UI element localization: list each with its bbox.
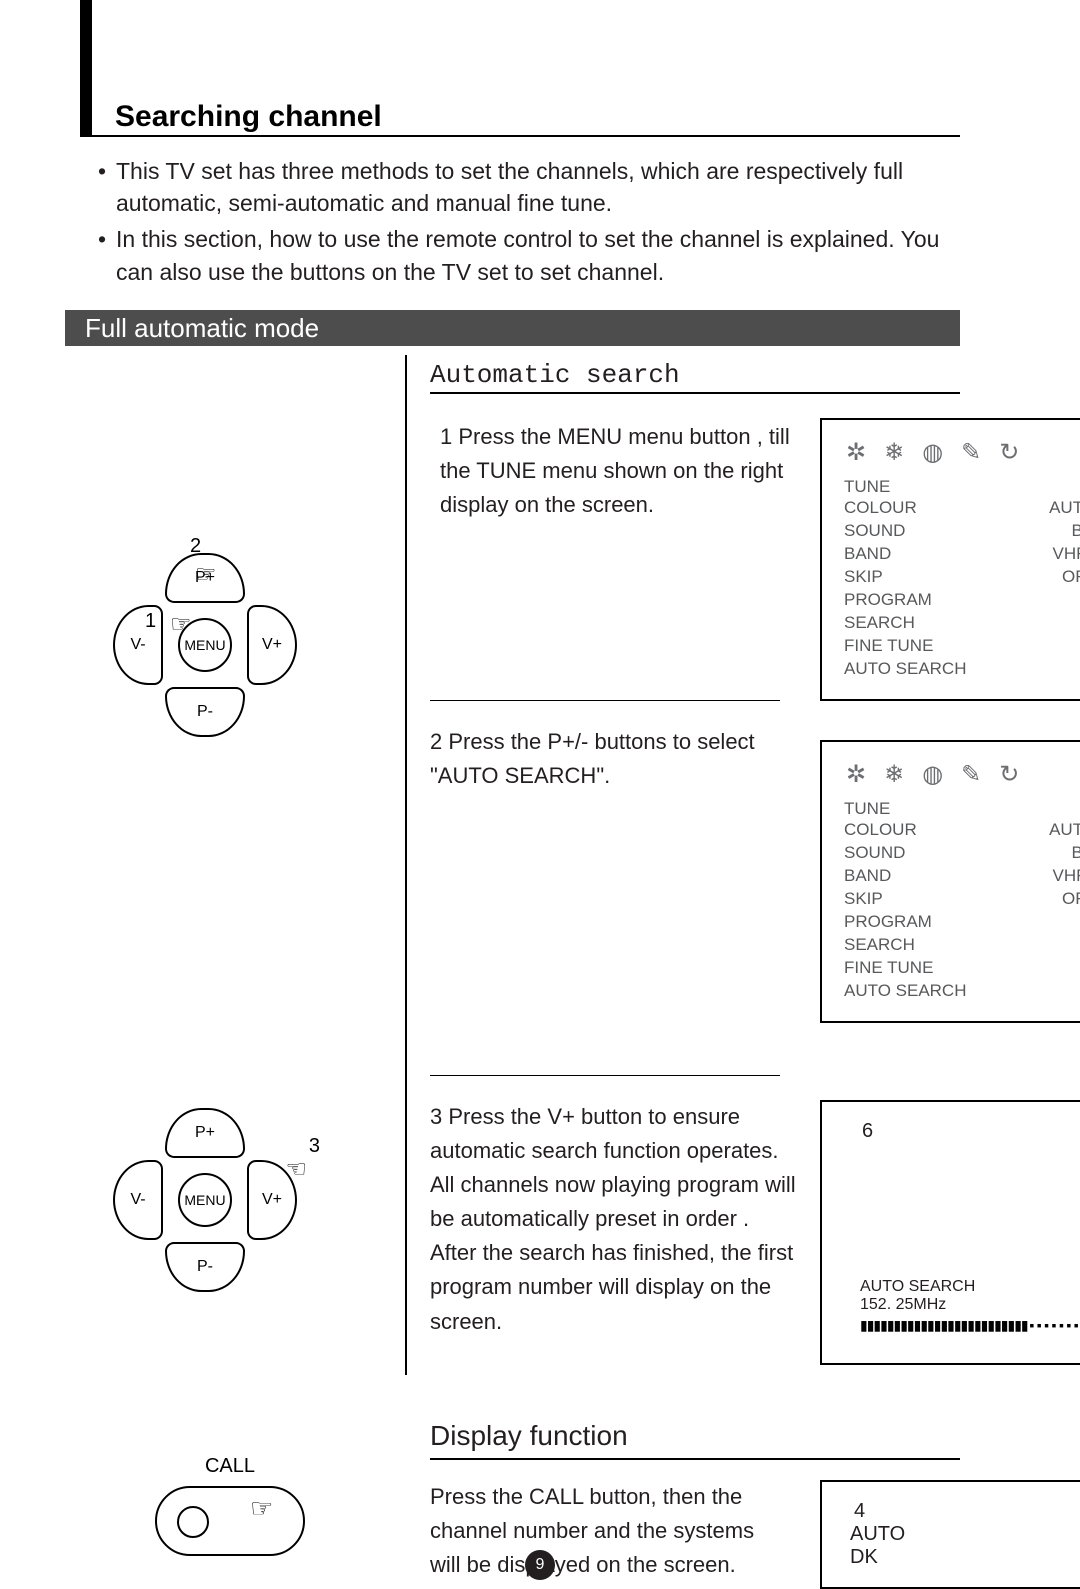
- call-button-body: ☜: [155, 1486, 305, 1556]
- osd-label: BAND: [844, 543, 891, 566]
- step-1-text: 1 Press the MENU menu button , till the …: [440, 420, 800, 522]
- call-button-diagram: CALL ☜: [130, 1455, 330, 1556]
- osd-label: SEARCH: [844, 934, 915, 957]
- remote-menu-button: MENU: [178, 1173, 232, 1227]
- display-function-underline: [430, 1458, 960, 1460]
- bullet-dot: •: [98, 155, 116, 219]
- osd-system-2: DK: [850, 1546, 1080, 1569]
- osd-icon: ✲: [846, 438, 866, 467]
- osd-label: SOUND: [844, 520, 905, 543]
- osd-label: COLOUR: [844, 819, 917, 842]
- osd-channel-number: 4: [854, 1500, 1080, 1523]
- osd-value: VHFL: [1053, 543, 1080, 566]
- osd-frequency: 152. 25MHz: [860, 1296, 1080, 1314]
- osd-label: SOUND: [844, 842, 905, 865]
- remote-p-plus: P+: [165, 1108, 245, 1158]
- heading-vertical-bar: [80, 0, 92, 135]
- remote-diagram-1: P+ P- V- V+ MENU ☜ ☜ 1 2: [115, 555, 295, 735]
- osd-value: AUTO: [1049, 497, 1080, 520]
- remote-v-plus: V+: [247, 605, 297, 685]
- section-bar: Full automatic mode: [65, 310, 960, 346]
- remote-v-minus: V-: [113, 1160, 163, 1240]
- bullet-dot: •: [98, 223, 116, 287]
- osd-icons-row: ✲ ❄ ◍ ✎ ↻: [844, 438, 1080, 467]
- intro-bullet-2: In this section, how to use the remote c…: [116, 223, 948, 287]
- osd-icon: ↻: [999, 760, 1019, 789]
- osd-progress-bar: ▮▮▮▮▮▮▮▮▮▮▮▮▮▮▮▮▮▮▮▮▮▮▮▮▮▪▪▪▪▪▪▪▪▪▪▪▪▪▪▪…: [860, 1318, 1080, 1335]
- osd-label: BAND: [844, 865, 891, 888]
- hand-icon: ☜: [170, 610, 192, 639]
- osd-system-1: AUTO: [850, 1523, 1080, 1546]
- osd-icon: ❄: [884, 760, 904, 789]
- step-3-text: 3 Press the V+ button to ensure automati…: [430, 1100, 800, 1339]
- remote-p-minus: P-: [165, 1242, 245, 1292]
- osd-label: PROGRAM: [844, 911, 932, 934]
- display-function-text: Press the CALL button, then the channel …: [430, 1480, 790, 1582]
- title-underline: [80, 135, 960, 137]
- osd-channel-number: 6: [862, 1120, 1080, 1143]
- osd-label: AUTO SEARCH: [844, 658, 967, 681]
- step-divider-2: [430, 1075, 780, 1076]
- remote-diagram-2: P+ P- V- V+ MENU ☜ 3: [115, 1110, 295, 1290]
- osd-title: TUNE: [844, 477, 1080, 497]
- step-divider-1: [430, 700, 780, 701]
- osd-label: FINE TUNE: [844, 957, 933, 980]
- hand-icon: ☜: [250, 1493, 273, 1524]
- vertical-separator: [405, 355, 407, 1375]
- osd-value: VHFL: [1053, 865, 1080, 888]
- auto-search-underline: [430, 392, 960, 394]
- call-label: CALL: [130, 1455, 330, 1478]
- osd-label: SKIP: [844, 566, 883, 589]
- osd-label: PROGRAM: [844, 589, 932, 612]
- osd-title: TUNE: [844, 799, 1080, 819]
- call-button-inner: [177, 1506, 209, 1538]
- hand-icon: ☜: [285, 1155, 307, 1184]
- intro-bullet-1: This TV set has three methods to set the…: [116, 155, 948, 219]
- osd-value: BG: [1071, 520, 1080, 543]
- osd-icon: ◍: [922, 438, 943, 467]
- step-2-text: 2 Press the P+/- buttons to select "AUTO…: [430, 725, 790, 793]
- osd-icon: ✎: [961, 438, 981, 467]
- step-marker-1: 1: [145, 610, 156, 633]
- hand-icon: ☜: [195, 560, 217, 589]
- osd-icons-row: ✲ ❄ ◍ ✎ ↻: [844, 760, 1080, 789]
- step-marker-3: 3: [309, 1135, 320, 1158]
- osd-display-info: 4 AUTO DK: [820, 1480, 1080, 1589]
- section-bar-label: Full automatic mode: [85, 313, 319, 344]
- osd-icon: ◍: [922, 760, 943, 789]
- osd-tune-menu-2: ✲ ❄ ◍ ✎ ↻ TUNE COLOUR AUTO SOUND BG BAND VH…: [820, 740, 1080, 1023]
- osd-auto-search-progress: 6 AUTO SEARCH 152. 25MHz ▮▮▮▮▮▮▮▮▮▮▮▮▮▮▮…: [820, 1100, 1080, 1365]
- osd-value: OFF: [1062, 566, 1080, 589]
- osd-label: SEARCH: [844, 612, 915, 635]
- remote-p-minus: P-: [165, 687, 245, 737]
- osd-value: AUTO: [1049, 819, 1080, 842]
- page-number: 9: [525, 1550, 555, 1580]
- osd-label: AUTO SEARCH: [844, 980, 967, 1003]
- osd-value: BG: [1071, 842, 1080, 865]
- osd-icon: ✎: [961, 760, 981, 789]
- osd-label: SKIP: [844, 888, 883, 911]
- osd-tune-menu-1: ✲ ❄ ◍ ✎ ↻ TUNE COLOUR AUTO SOUND BG BAND VH…: [820, 418, 1080, 701]
- page-title: Searching channel: [115, 100, 382, 134]
- automatic-search-heading: Automatic search: [430, 360, 680, 390]
- intro-list: •This TV set has three methods to set th…: [98, 155, 948, 292]
- step-marker-2: 2: [190, 535, 201, 558]
- osd-icon: ❄: [884, 438, 904, 467]
- display-function-heading: Display function: [430, 1420, 628, 1452]
- osd-label: COLOUR: [844, 497, 917, 520]
- osd-auto-search-label: AUTO SEARCH: [860, 1278, 1080, 1296]
- osd-value: OFF: [1062, 888, 1080, 911]
- osd-icon: ↻: [999, 438, 1019, 467]
- osd-icon: ✲: [846, 760, 866, 789]
- osd-label: FINE TUNE: [844, 635, 933, 658]
